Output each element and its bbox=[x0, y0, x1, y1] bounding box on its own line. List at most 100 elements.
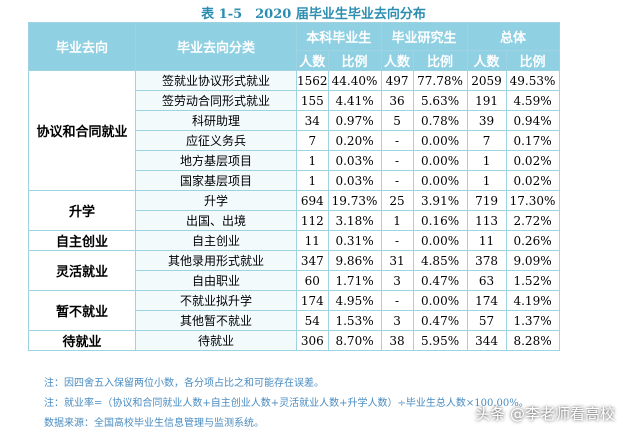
value-cell: 1562 bbox=[296, 70, 329, 91]
value-cell: - bbox=[380, 150, 414, 171]
value-cell: 344 bbox=[466, 330, 507, 351]
category-cell: 自主创业 bbox=[135, 230, 297, 251]
header-cell: 总体 bbox=[466, 22, 560, 51]
value-cell: 174 bbox=[466, 290, 507, 311]
category-cell: 不就业拟升学 bbox=[135, 290, 297, 311]
value-cell: 49.53% bbox=[505, 70, 560, 91]
value-cell: 54 bbox=[296, 310, 329, 331]
note: 数据来源：全国高校毕业生信息管理与监测系统。 bbox=[44, 418, 264, 429]
value-cell: 0.78% bbox=[412, 110, 468, 131]
value-cell: 1.52% bbox=[505, 270, 560, 291]
value-cell: 1 bbox=[466, 170, 507, 191]
value-cell: 4.59% bbox=[505, 90, 560, 111]
header-cell: 比例 bbox=[327, 50, 382, 71]
data-table: 毕业去向 毕业去向分类 本科毕业生 毕业研究生 总体 人数 比例 人数 比例 人数 比例 … bbox=[28, 22, 560, 351]
value-cell: 0.00% bbox=[412, 170, 468, 191]
value-cell: 1 bbox=[380, 210, 414, 231]
category-cell: 其他录用形式就业 bbox=[135, 250, 297, 271]
category-cell: 出国、出境 bbox=[135, 210, 297, 231]
value-cell: 1 bbox=[466, 150, 507, 171]
value-cell: 8.70% bbox=[327, 330, 382, 351]
table-title: 表 1-5 2020 届毕业生毕业去向分布 bbox=[201, 7, 426, 22]
value-cell: 1 bbox=[296, 150, 329, 171]
value-cell: 39 bbox=[466, 110, 507, 131]
value-cell: 0.31% bbox=[327, 230, 382, 251]
value-cell: 0.16% bbox=[412, 210, 468, 231]
table-row: 其他暂不就业 54 1.53% 3 0.47% 57 1.37% bbox=[29, 310, 560, 331]
note: 注：就业率=（协议和合同就业人数+自主创业人数+灵活就业人数+升学人数）÷毕业生… bbox=[44, 398, 529, 409]
value-cell: 8.28% bbox=[505, 330, 560, 351]
value-cell: 11 bbox=[296, 230, 329, 251]
value-cell: 19.73% bbox=[327, 190, 382, 211]
value-cell: 2059 bbox=[466, 70, 507, 91]
group-cell: 协议和合同就业 bbox=[28, 70, 136, 191]
value-cell: 4.41% bbox=[327, 90, 382, 111]
value-cell: 0.03% bbox=[327, 170, 382, 191]
note: 注：因四舍五入保留两位小数，各分项占比之和可能存在误差。 bbox=[44, 378, 324, 389]
header-cell: 人数 bbox=[296, 50, 329, 71]
value-cell: 44.40% bbox=[327, 70, 382, 91]
value-cell: 0.47% bbox=[412, 270, 468, 291]
value-cell: - bbox=[380, 230, 414, 251]
value-cell: 191 bbox=[466, 90, 507, 111]
table-row: 升学 升学 694 19.73% 25 3.91% 719 17.30% bbox=[28, 190, 560, 231]
table-row: 待就业 待就业 306 8.70% 38 5.95% 344 8.28% bbox=[28, 330, 560, 351]
header-cell: 毕业研究生 bbox=[380, 22, 468, 51]
group-cell: 待就业 bbox=[28, 330, 136, 351]
value-cell: 1 bbox=[296, 170, 329, 191]
value-cell: - bbox=[380, 130, 414, 151]
value-cell: 7 bbox=[296, 130, 329, 151]
value-cell: 4.95% bbox=[327, 290, 382, 311]
category-cell: 地方基层项目 bbox=[135, 150, 297, 171]
value-cell: 4.19% bbox=[505, 290, 560, 311]
value-cell: 0.02% bbox=[505, 170, 560, 191]
value-cell: 0.00% bbox=[412, 150, 468, 171]
value-cell: 3.18% bbox=[327, 210, 382, 231]
value-cell: 113 bbox=[466, 210, 507, 231]
header-cell: 毕业去向分类 bbox=[135, 22, 297, 71]
value-cell: 17.30% bbox=[505, 190, 560, 211]
value-cell: 0.00% bbox=[412, 230, 468, 251]
value-cell: 112 bbox=[296, 210, 329, 231]
header-cell: 人数 bbox=[380, 50, 414, 71]
value-cell: 0.94% bbox=[505, 110, 560, 131]
table-row: 自主创业 自主创业 11 0.31% -0.00% 11 0.26% bbox=[28, 230, 560, 251]
category-cell: 升学 bbox=[135, 190, 297, 211]
value-cell: 3 bbox=[380, 270, 414, 291]
value-cell: 3 bbox=[380, 310, 414, 331]
value-cell: 0.00% bbox=[412, 290, 468, 311]
value-cell: 11 bbox=[466, 230, 507, 251]
value-cell: 4.85% bbox=[412, 250, 468, 271]
value-cell: 2.72% bbox=[505, 210, 560, 231]
value-cell: 0.20% bbox=[327, 130, 382, 151]
value-cell: 0.17% bbox=[505, 130, 560, 151]
value-cell: - bbox=[380, 290, 414, 311]
value-cell: 0.02% bbox=[505, 150, 560, 171]
category-cell: 自由职业 bbox=[135, 270, 297, 291]
value-cell: 0.26% bbox=[505, 230, 560, 251]
category-cell: 国家基层项目 bbox=[135, 170, 297, 191]
value-cell: 38 bbox=[380, 330, 414, 351]
header-cell: 比例 bbox=[505, 50, 560, 71]
value-cell: 5 bbox=[380, 110, 414, 131]
value-cell: 9.09% bbox=[505, 250, 560, 271]
value-cell: 34 bbox=[296, 110, 329, 131]
value-cell: 155 bbox=[296, 90, 329, 111]
value-cell: 497 bbox=[380, 70, 414, 91]
value-cell: 719 bbox=[466, 190, 507, 211]
group-cell: 灵活就业 bbox=[28, 250, 136, 291]
table-row: 地方基层项目 1 0.03% -0.00% 1 0.02% bbox=[29, 150, 560, 171]
table-row: 出国、出境 112 3.18% 1 0.16% 113 2.72% bbox=[29, 210, 560, 231]
header-cell: 本科毕业生 bbox=[296, 22, 382, 51]
value-cell: 31 bbox=[380, 250, 414, 271]
value-cell: 1.37% bbox=[505, 310, 560, 331]
value-cell: 25 bbox=[380, 190, 414, 211]
value-cell: 0.03% bbox=[327, 150, 382, 171]
value-cell: 63 bbox=[466, 270, 507, 291]
table-row: 签劳动合同形式就业 155 4.41% 36 5.63% 191 4.59% bbox=[29, 90, 560, 111]
category-cell: 签就业协议形式就业 bbox=[135, 70, 297, 91]
table-row: 国家基层项目 1 0.03% -0.00% 1 0.02% bbox=[29, 170, 560, 191]
category-cell: 科研助理 bbox=[135, 110, 297, 131]
notes: 注：因四舍五入保留两位小数，各分项占比之和可能存在误差。注：就业率=（协议和合同… bbox=[44, 374, 529, 434]
